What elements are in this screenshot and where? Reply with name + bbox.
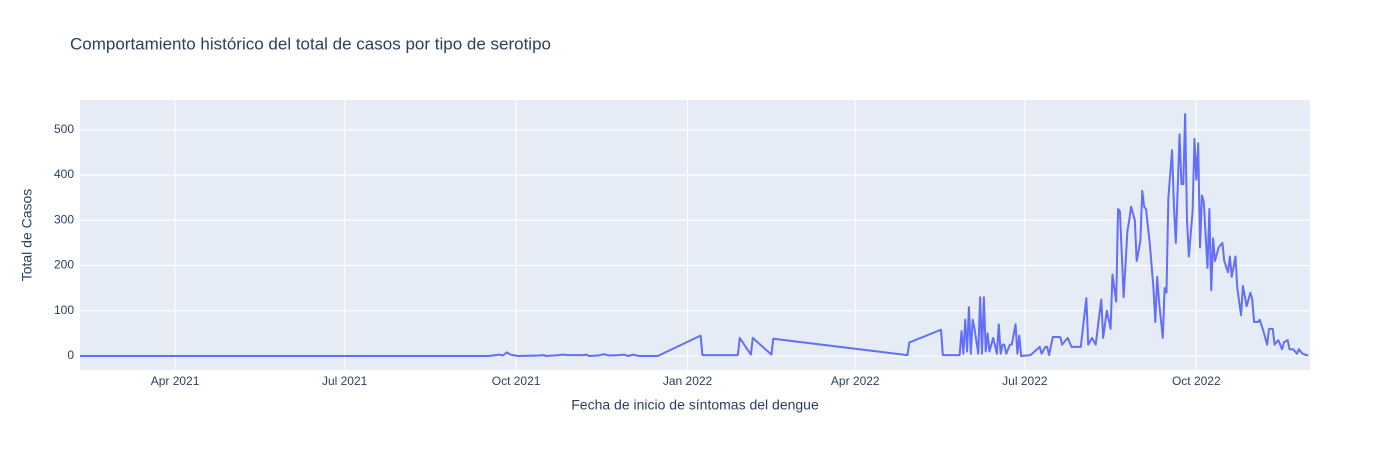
marks (80, 113, 1309, 357)
x-tick-label: Oct 2022 (1172, 374, 1221, 388)
x-axis-title: Fecha de inicio de síntomas del dengue (571, 397, 819, 413)
x-tick-label: Apr 2021 (151, 374, 200, 388)
y-tick-label: 400 (54, 167, 74, 181)
plot-background (80, 100, 1310, 370)
y-tick-label: 300 (54, 212, 74, 226)
x-tick-label: Apr 2022 (831, 374, 880, 388)
x-tick-label: Jul 2022 (1002, 374, 1048, 388)
y-tick-label: 100 (54, 303, 74, 317)
y-tick-label: 0 (67, 348, 74, 362)
x-tick-label: Jan 2022 (663, 374, 713, 388)
y-tick-label: 500 (54, 122, 74, 136)
data-line (80, 113, 1309, 357)
grid (80, 100, 1310, 370)
x-tick-label: Oct 2021 (492, 374, 541, 388)
x-tick-label: Jul 2021 (322, 374, 368, 388)
y-axis-title: Total de Casos (19, 189, 35, 282)
y-tick-label: 200 (54, 258, 74, 272)
chart-title: Comportamiento histórico del total de ca… (70, 34, 551, 53)
